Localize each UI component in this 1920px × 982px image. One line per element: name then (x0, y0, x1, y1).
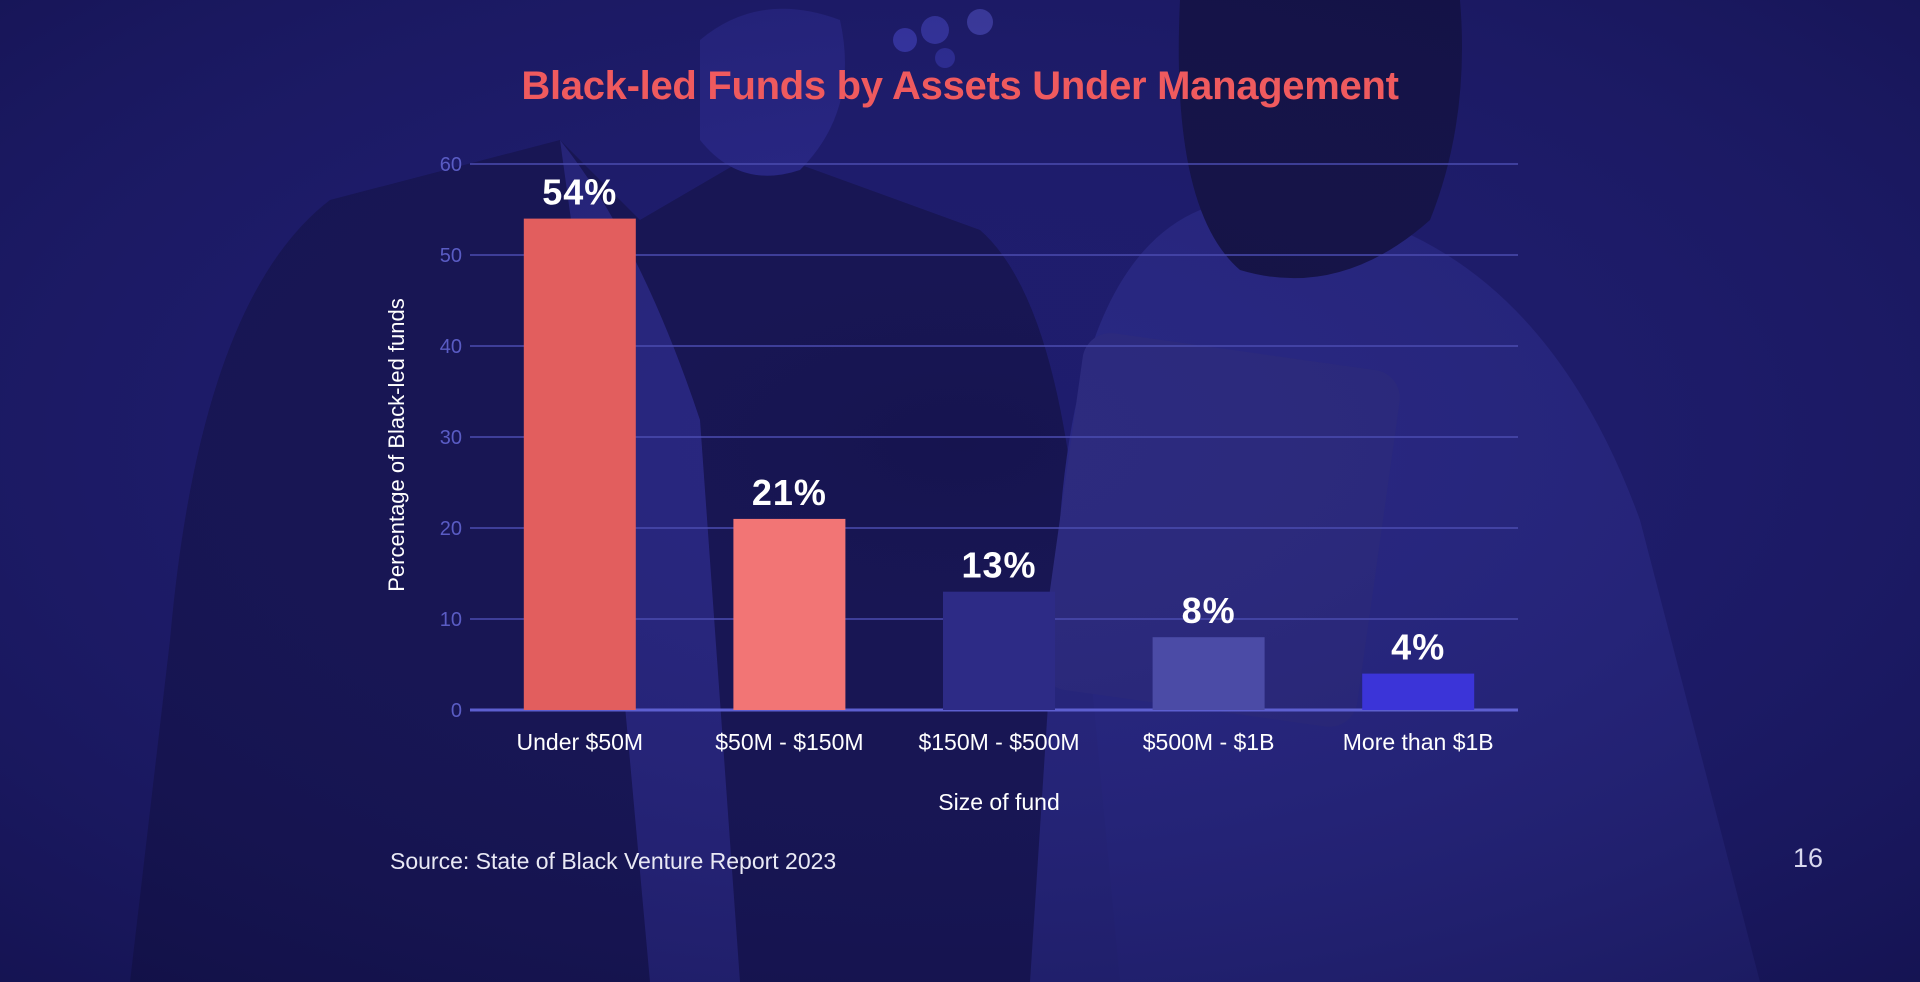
page-number: 16 (1792, 843, 1823, 873)
bar (733, 518, 846, 710)
bar (1152, 637, 1265, 710)
y-tick-label: 10 (440, 609, 462, 631)
bar (523, 218, 636, 710)
y-tick-label: 40 (440, 336, 462, 358)
data-label: 4% (1391, 627, 1445, 668)
data-label: 54% (542, 172, 617, 213)
y-axis-title: Percentage of Black-led funds (384, 298, 409, 592)
y-tick-label: 30 (440, 427, 462, 449)
y-tick-label: 0 (451, 700, 462, 722)
bar (1362, 673, 1475, 710)
y-tick-label: 60 (440, 154, 462, 176)
x-tick-label: More than $1B (1343, 729, 1494, 755)
source-note: Source: State of Black Venture Report 20… (390, 848, 837, 874)
bar (943, 591, 1055, 710)
x-axis-title: Size of fund (938, 789, 1059, 815)
chart-title: Black-led Funds by Assets Under Manageme… (521, 64, 1399, 108)
data-label: 13% (961, 545, 1036, 586)
x-tick-label: $500M - $1B (1143, 729, 1275, 755)
data-label: 21% (752, 472, 827, 513)
x-tick-label: $150M - $500M (918, 729, 1079, 755)
y-tick-label: 20 (440, 518, 462, 540)
x-tick-label: $50M - $150M (715, 729, 863, 755)
y-tick-label: 50 (440, 245, 462, 267)
x-tick-label: Under $50M (517, 729, 644, 755)
data-label: 8% (1182, 590, 1236, 631)
